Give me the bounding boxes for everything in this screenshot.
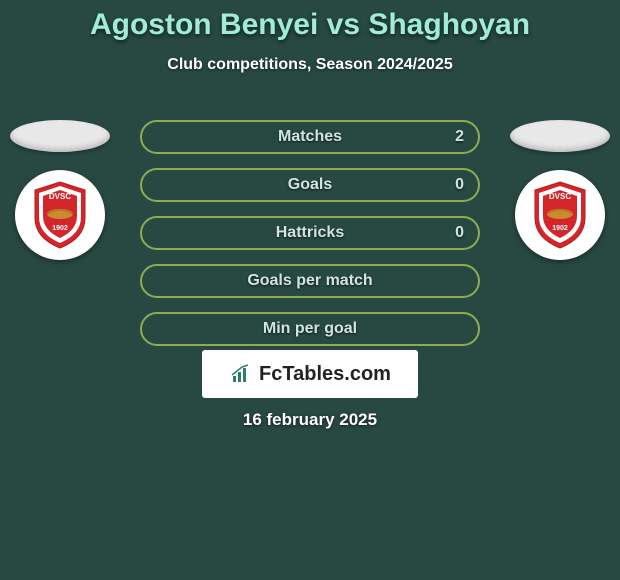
player-left-column: DVSC 1902: [10, 120, 110, 260]
stat-label: Matches: [278, 128, 342, 146]
chart-icon: [229, 362, 253, 386]
stat-row-goals-per-match: Goals per match: [140, 264, 480, 298]
page-subtitle: Club competitions, Season 2024/2025: [0, 56, 620, 74]
club-shield-icon: DVSC 1902: [30, 180, 90, 250]
player-right-badge: DVSC 1902: [515, 170, 605, 260]
fctables-logo: FcTables.com: [202, 350, 418, 398]
svg-text:DVSC: DVSC: [549, 192, 571, 201]
logo-text: FcTables.com: [259, 363, 391, 386]
badge-year: 1902: [52, 225, 68, 232]
stat-label: Goals per match: [247, 272, 372, 290]
badge-label: DVSC: [49, 192, 71, 201]
stat-row-matches: Matches 2: [140, 120, 480, 154]
player-left-ellipse: [10, 120, 110, 152]
stat-label: Min per goal: [263, 320, 357, 338]
stat-row-goals: Goals 0: [140, 168, 480, 202]
stat-value-right: 2: [455, 128, 464, 146]
stat-value-right: 0: [455, 224, 464, 242]
player-right-ellipse: [510, 120, 610, 152]
club-shield-icon: DVSC 1902: [530, 180, 590, 250]
stat-row-hattricks: Hattricks 0: [140, 216, 480, 250]
player-left-badge: DVSC 1902: [15, 170, 105, 260]
stats-list: Matches 2 Goals 0 Hattricks 0 Goals per …: [140, 120, 480, 346]
player-right-column: DVSC 1902: [510, 120, 610, 260]
date-text: 16 february 2025: [0, 410, 620, 430]
page-title: Agoston Benyei vs Shaghoyan: [0, 0, 620, 42]
stat-row-min-per-goal: Min per goal: [140, 312, 480, 346]
stat-label: Hattricks: [276, 224, 344, 242]
svg-text:1902: 1902: [552, 225, 568, 232]
stat-label: Goals: [288, 176, 332, 194]
stat-value-right: 0: [455, 176, 464, 194]
